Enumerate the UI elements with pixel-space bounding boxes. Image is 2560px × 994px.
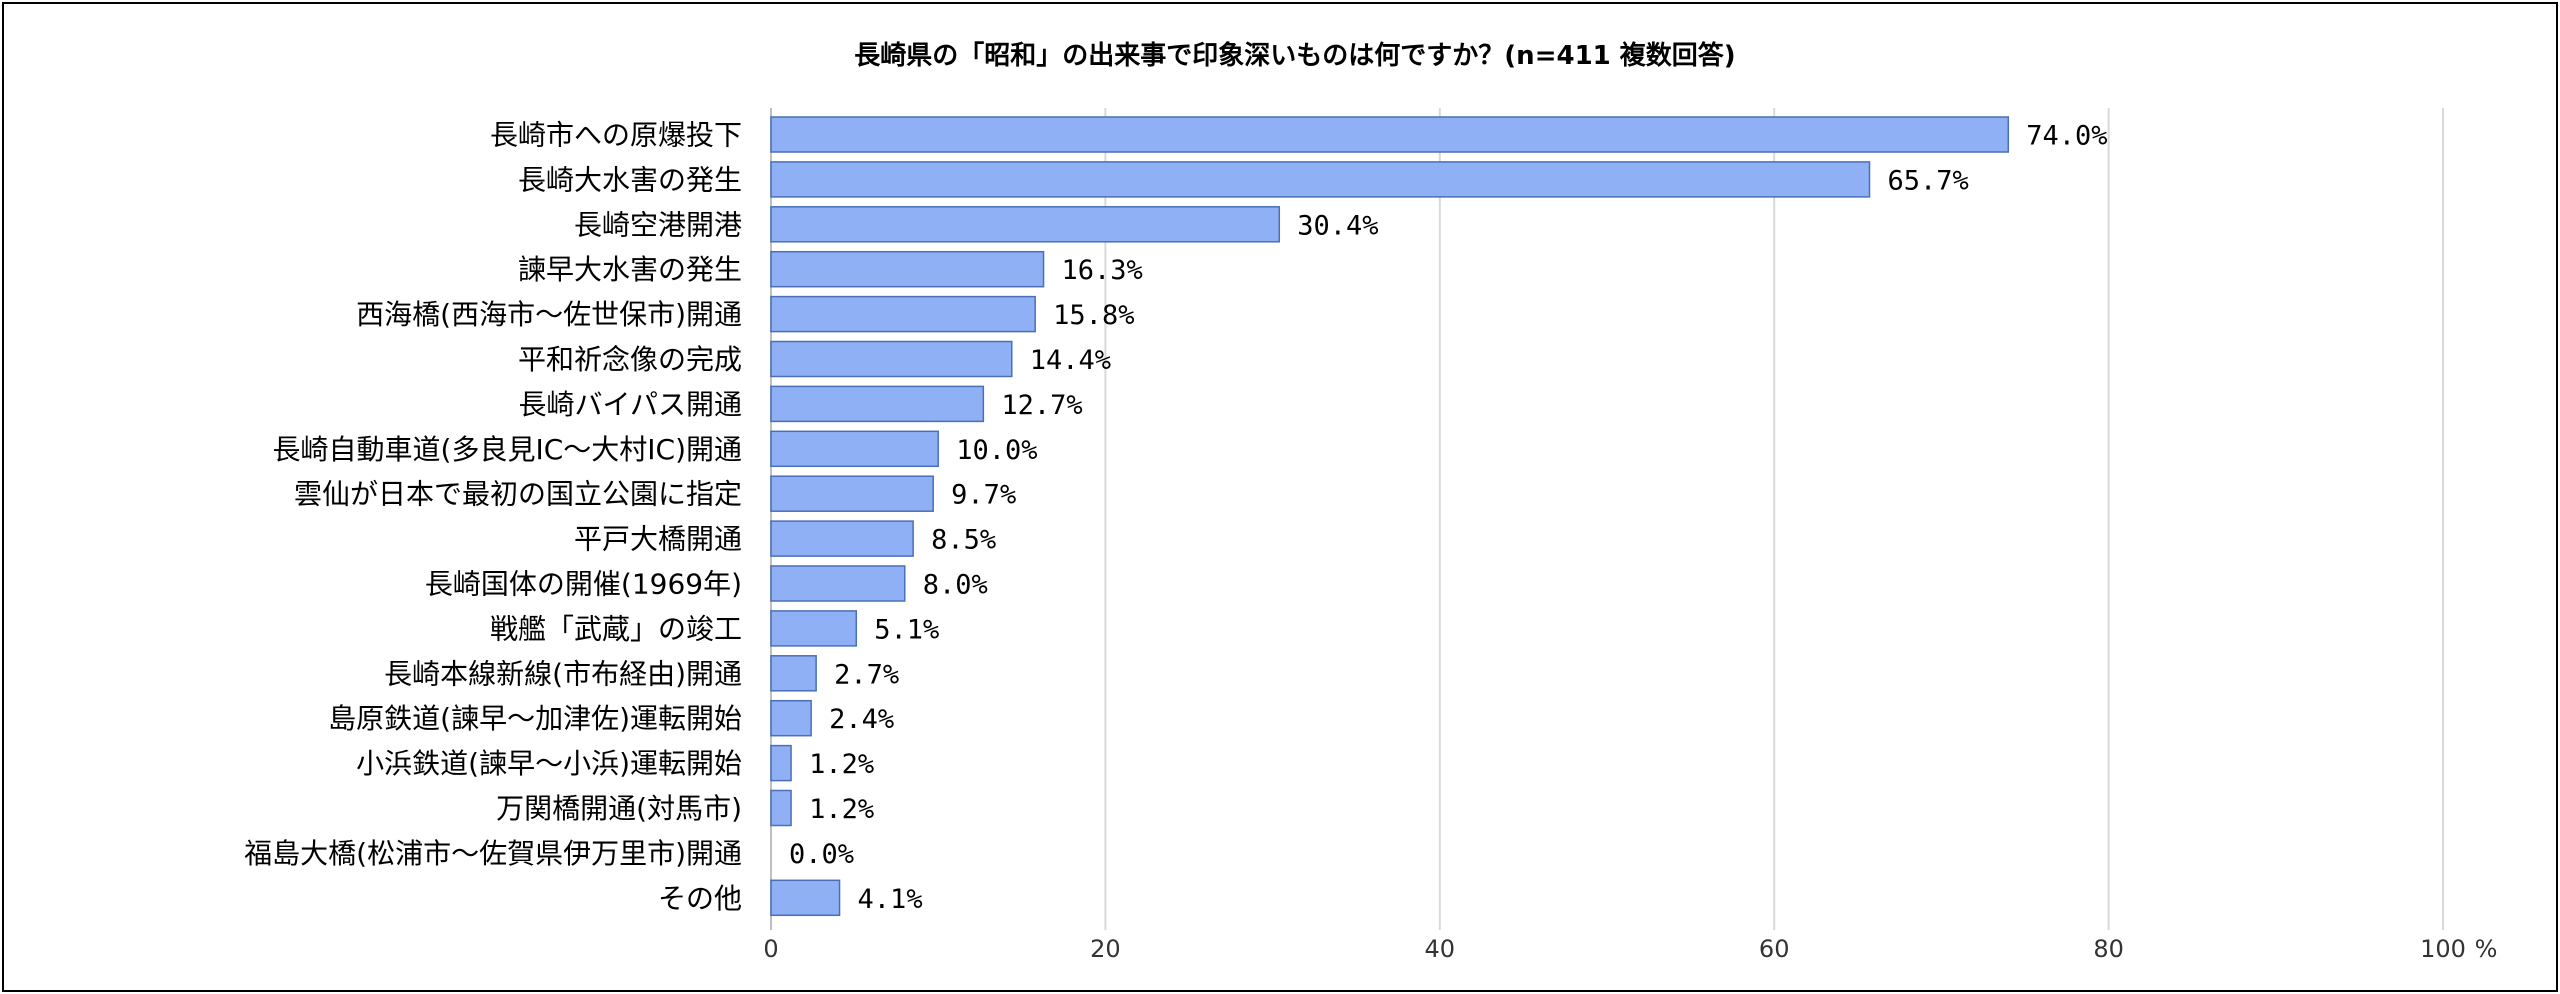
category-label: 小浜鉄道(諫早～小浜)運転開始: [356, 747, 742, 780]
value-label: 15.8%: [1053, 300, 1134, 331]
bar: [770, 295, 1036, 333]
category-label: 長崎バイパス開通: [519, 388, 742, 421]
value-label: 2.4%: [829, 704, 894, 735]
value-label: 10.0%: [956, 435, 1037, 466]
value-label: 1.2%: [809, 794, 874, 825]
value-label: 8.5%: [931, 525, 996, 556]
category-label: 平戸大橋開通: [574, 523, 742, 556]
value-label: 4.1%: [858, 884, 923, 915]
category-label: 平和祈念像の完成: [518, 343, 742, 376]
value-label: 16.3%: [1062, 255, 1143, 286]
category-label: 長崎大水害の発生: [518, 163, 742, 196]
x-tick-label: 60: [1759, 935, 1790, 963]
value-label: 74.0%: [2026, 121, 2107, 152]
x-tick-label: 20: [1090, 935, 1121, 963]
x-tick-label: 40: [1425, 935, 1456, 963]
bar: [770, 610, 858, 647]
value-label: 5.1%: [874, 614, 939, 645]
bar: [770, 655, 817, 692]
bar: [770, 385, 985, 423]
bar: [770, 206, 1281, 243]
bars: [770, 116, 2010, 917]
x-tick-label: 100: [2420, 935, 2466, 963]
bar: [770, 879, 841, 917]
value-label: 1.2%: [809, 749, 874, 780]
value-label: 12.7%: [1001, 390, 1082, 421]
value-label: 2.7%: [834, 659, 899, 690]
category-label: 長崎国体の開催(1969年): [425, 568, 742, 601]
x-tick-label: 0: [763, 935, 778, 963]
category-label: 雲仙が日本で最初の国立公園に指定: [294, 478, 742, 511]
value-label: 65.7%: [1888, 165, 1969, 196]
bar: [770, 744, 792, 782]
category-label: 戦艦「武蔵」の竣工: [490, 612, 742, 645]
value-label: 8.0%: [923, 570, 988, 601]
bar: [770, 430, 939, 468]
bar: [770, 699, 812, 737]
category-label: 諫早大水害の発生: [518, 253, 742, 286]
bar: [770, 789, 792, 827]
category-label: その他: [658, 882, 742, 915]
bar: [770, 250, 1045, 288]
bar: [770, 161, 1871, 198]
bar: [770, 565, 906, 602]
category-labels: 長崎市への原爆投下長崎大水害の発生長崎空港開港諫早大水害の発生西海橋(西海市～佐…: [244, 119, 742, 915]
category-label: 長崎空港開港: [574, 208, 742, 241]
value-label: 14.4%: [1030, 345, 1111, 376]
category-label: 島原鉄道(諫早～加津佐)運転開始: [328, 702, 742, 735]
category-label: 長崎市への原爆投下: [490, 119, 742, 152]
category-label: 福島大橋(松浦市～佐賀県伊万里市)開通: [244, 837, 742, 870]
value-label: 30.4%: [1297, 210, 1378, 241]
bar: [770, 475, 934, 512]
category-label: 西海橋(西海市～佐世保市)開通: [356, 298, 742, 331]
value-labels: 74.0% 65.7% 30.4% 16.3% 15.8% 14.4% 12.7% 10.0%…: [789, 121, 2108, 915]
x-tick-label: 80: [2093, 935, 2124, 963]
x-axis-ticks: 0 20 40 60 80 100: [763, 935, 2466, 963]
x-axis-unit: %: [2475, 935, 2498, 963]
bar: [770, 340, 1013, 378]
value-label: 0.0%: [789, 839, 854, 870]
value-label: 9.7%: [951, 480, 1016, 511]
bar: [770, 520, 914, 557]
category-label: 長崎自動車道(多良見IC～大村IC)開通: [273, 433, 742, 466]
bar: [770, 116, 2010, 153]
category-label: 長崎本線新線(市布経由)開通: [384, 657, 742, 690]
category-label: 万関橋開通(対馬市): [496, 792, 742, 825]
chart-title: 長崎県の「昭和」の出来事で印象深いものは何ですか？(n=411 複数回答): [854, 40, 1735, 71]
